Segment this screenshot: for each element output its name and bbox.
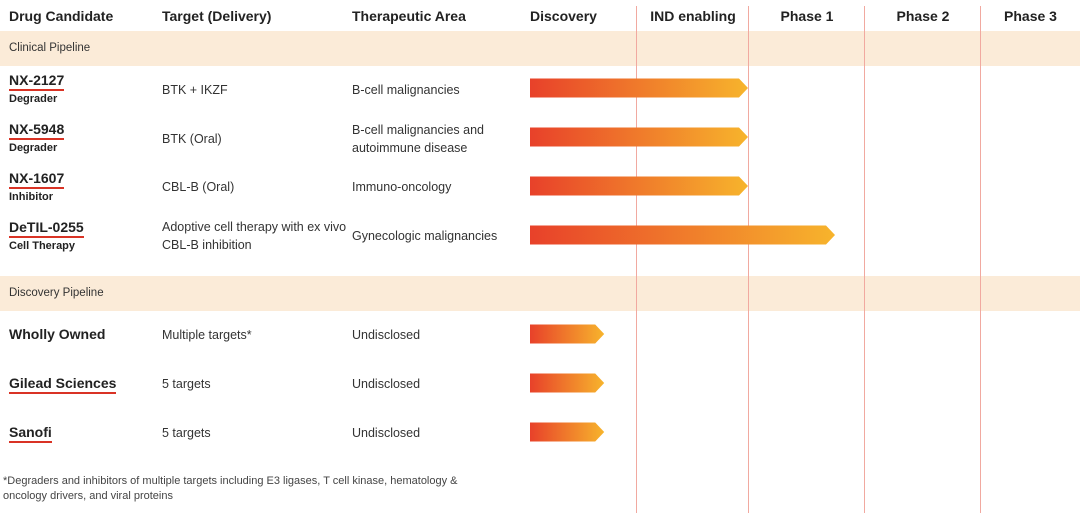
partner-name: Wholly Owned xyxy=(9,326,105,343)
partner-name[interactable]: Gilead Sciences xyxy=(9,375,117,394)
table-row: Sanofi 5 targets Undisclosed xyxy=(0,409,1080,458)
stage-divider xyxy=(748,6,749,513)
table-row: NX-5948 Degrader BTK (Oral) B-cell malig… xyxy=(0,115,1080,164)
drug-name[interactable]: NX-5948 xyxy=(9,121,65,140)
drug-name-link[interactable]: NX-5948 xyxy=(9,121,65,140)
table-row: NX-1607 Inhibitor CBL-B (Oral) Immuno-on… xyxy=(0,164,1080,213)
drug-target: 5 targets xyxy=(162,377,211,391)
drug-subtitle: Degrader xyxy=(9,93,58,105)
table-row: Wholly Owned Multiple targets* Undisclos… xyxy=(0,311,1080,360)
partner-name-text: Wholly Owned xyxy=(9,326,106,342)
section-label-discovery: Discovery Pipeline xyxy=(9,287,104,299)
header-stage-discovery: Discovery xyxy=(530,8,597,24)
drug-area: Undisclosed xyxy=(352,377,421,391)
stage-divider xyxy=(636,6,637,513)
header-stage-phase-3: Phase 3 xyxy=(1004,8,1057,24)
drug-name[interactable]: NX-2127 xyxy=(9,72,65,91)
table-row: DeTIL-0255 Cell Therapy Adoptive cell th… xyxy=(0,213,1080,262)
drug-name-link[interactable]: NX-1607 xyxy=(9,170,65,189)
drug-area: Immuno-oncology xyxy=(352,180,452,194)
table-row: NX-2127 Degrader BTK + IKZF B-cell malig… xyxy=(0,66,1080,115)
header-stage-phase-1: Phase 1 xyxy=(780,8,834,24)
drug-area: B-cell malignancies xyxy=(352,83,460,97)
stage-divider xyxy=(864,6,865,513)
drug-subtitle: Inhibitor xyxy=(9,191,53,203)
section-label-clinical: Clinical Pipeline xyxy=(9,42,91,54)
drug-area: B-cell malignancies and autoimmune disea… xyxy=(352,123,485,155)
partner-name-link[interactable]: Gilead Sciences xyxy=(9,375,117,394)
header-stage-phase-2: Phase 2 xyxy=(896,8,950,24)
header-target: Target (Delivery) xyxy=(162,8,272,24)
drug-target: BTK (Oral) xyxy=(162,132,222,146)
section-band-discovery: Discovery Pipeline xyxy=(0,276,1080,311)
drug-target: CBL-B (Oral) xyxy=(162,180,235,194)
drug-target: BTK + IKZF xyxy=(162,83,228,97)
header-therapeutic-area: Therapeutic Area xyxy=(352,8,466,24)
footnote-asterisk: * xyxy=(3,475,8,487)
drug-name-link[interactable]: NX-2127 xyxy=(9,72,65,91)
drug-area: Gynecologic malignancies xyxy=(352,229,498,243)
footnote-text: Degraders and inhibitors of multiple tar… xyxy=(3,475,458,502)
footnote: *Degraders and inhibitors of multiple ta… xyxy=(3,474,473,504)
table-row: Gilead Sciences 5 targets Undisclosed xyxy=(0,360,1080,409)
stage-divider xyxy=(980,6,981,513)
drug-target: Multiple targets* xyxy=(162,328,252,342)
drug-target: 5 targets xyxy=(162,426,211,440)
partner-name-link[interactable]: Sanofi xyxy=(9,424,52,443)
drug-area: Undisclosed xyxy=(352,328,421,342)
partner-name[interactable]: Sanofi xyxy=(9,424,52,443)
section-band-clinical: Clinical Pipeline xyxy=(0,31,1080,66)
drug-name[interactable]: DeTIL-0255 xyxy=(9,219,84,238)
header-stage-ind-enabling: IND enabling xyxy=(650,8,736,24)
drug-target: Adoptive cell therapy with ex vivo CBL-B… xyxy=(162,220,347,252)
drug-area: Undisclosed xyxy=(352,426,421,440)
drug-name-link[interactable]: DeTIL-0255 xyxy=(9,219,84,238)
header-drug-candidate: Drug Candidate xyxy=(9,8,114,24)
drug-name[interactable]: NX-1607 xyxy=(9,170,65,189)
drug-subtitle: Cell Therapy xyxy=(9,240,76,252)
drug-subtitle: Degrader xyxy=(9,142,58,154)
